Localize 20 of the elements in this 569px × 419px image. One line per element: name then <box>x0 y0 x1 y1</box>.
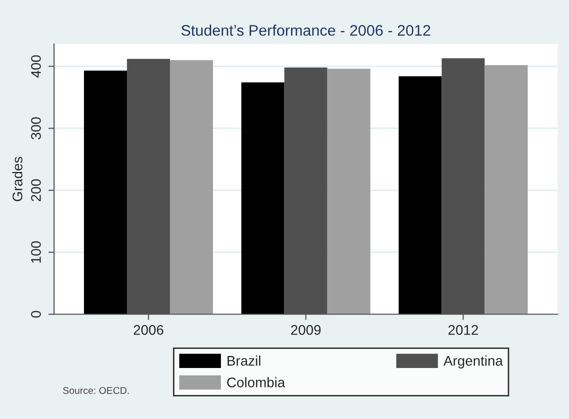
y-tick-label: 100 <box>31 241 41 263</box>
chart-title: Student’s Performance - 2006 - 2012 <box>181 24 430 36</box>
x-tick-label: 2012 <box>448 325 478 335</box>
y-tick-label: 200 <box>31 179 41 202</box>
bar <box>170 60 213 314</box>
legend-label: Colombia <box>227 377 286 388</box>
bar <box>84 70 127 314</box>
x-tick-label: 2009 <box>291 325 321 335</box>
y-tick-label: 300 <box>31 117 41 140</box>
source-note: Source: OECD. <box>63 387 129 394</box>
y-axis-title: Grades <box>12 156 22 202</box>
y-tick-label: 0 <box>31 310 41 318</box>
bar <box>398 76 442 314</box>
bar <box>327 68 370 314</box>
x-tick-label: 2006 <box>134 325 164 335</box>
legend-label: Brazil <box>228 356 260 366</box>
y-tick-label: 400 <box>31 55 41 78</box>
bar <box>241 82 284 314</box>
bar <box>484 65 528 314</box>
legend-label: Argentina <box>444 356 503 368</box>
